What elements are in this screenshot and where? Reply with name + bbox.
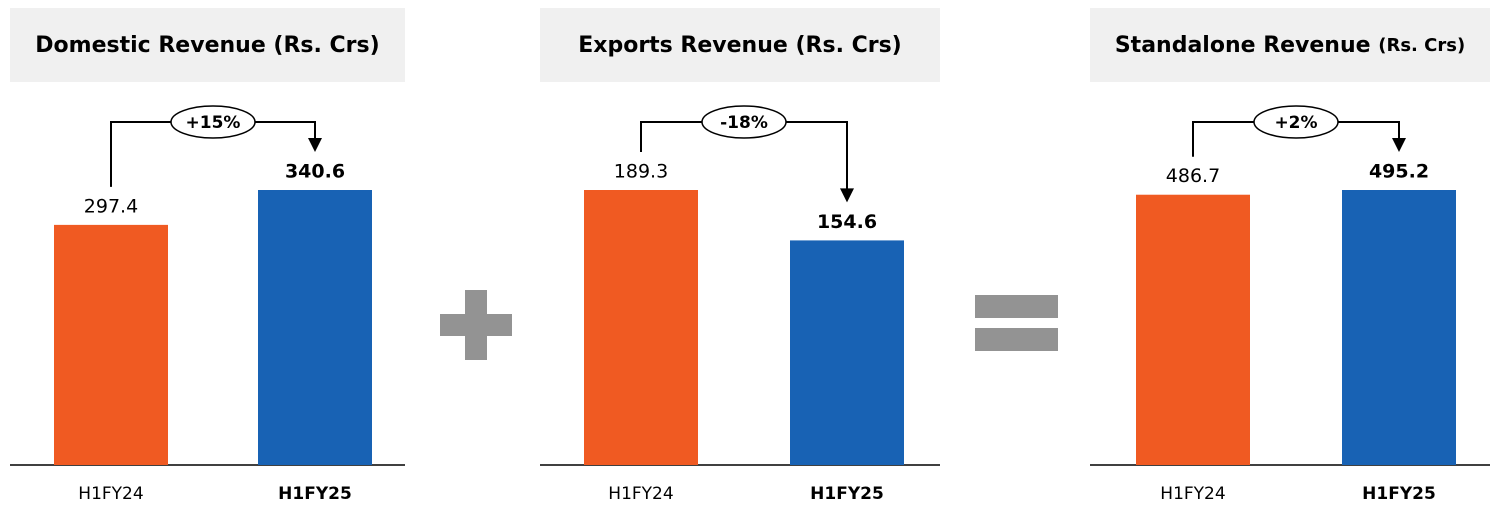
change-badge [701, 105, 787, 139]
value-label: 495.2 [1369, 161, 1429, 183]
change-label: +15% [186, 113, 241, 133]
title-unit: (Rs. Crs) [795, 33, 901, 58]
bar [790, 240, 904, 465]
equals-sign [975, 295, 1058, 351]
value-label: 189.3 [614, 161, 668, 183]
plus-sign [440, 290, 512, 360]
bar [1136, 194, 1250, 465]
title-text: Exports Revenue [578, 33, 788, 58]
bar [258, 190, 372, 465]
change-badge [170, 105, 256, 139]
value-label: 486.7 [1166, 165, 1220, 187]
change-arrowhead [840, 188, 854, 203]
value-label: 154.6 [817, 211, 877, 233]
category-label: H1FY24 [78, 484, 143, 504]
category-label: H1FY25 [810, 484, 884, 504]
title-box [1090, 8, 1490, 82]
category-label: H1FY24 [608, 484, 673, 504]
title-unit: (Rs. Crs) [1378, 35, 1465, 56]
title-box [10, 8, 405, 82]
change-arrowhead [1392, 138, 1406, 152]
value-label: 297.4 [84, 195, 138, 217]
chart-title: Domestic Revenue (Rs. Crs) [35, 33, 379, 58]
title-text: Standalone Revenue [1115, 33, 1371, 58]
value-label: 340.6 [285, 161, 345, 183]
category-label: H1FY25 [278, 484, 352, 504]
category-label: H1FY25 [1362, 484, 1436, 504]
title-text: Domestic Revenue [35, 33, 265, 58]
category-label: H1FY24 [1160, 484, 1225, 504]
bar [1342, 190, 1456, 465]
bar [54, 224, 168, 465]
chart-title: Exports Revenue (Rs. Crs) [578, 33, 902, 58]
change-arrowhead [308, 138, 322, 152]
change-label: -18% [720, 113, 768, 133]
chart-title: Standalone Revenue (Rs. Crs) [1115, 33, 1465, 58]
title-unit: (Rs. Crs) [273, 33, 379, 58]
bar [584, 190, 698, 465]
change-label: +2% [1274, 113, 1317, 133]
title-box [540, 8, 940, 82]
change-badge [1253, 105, 1339, 139]
